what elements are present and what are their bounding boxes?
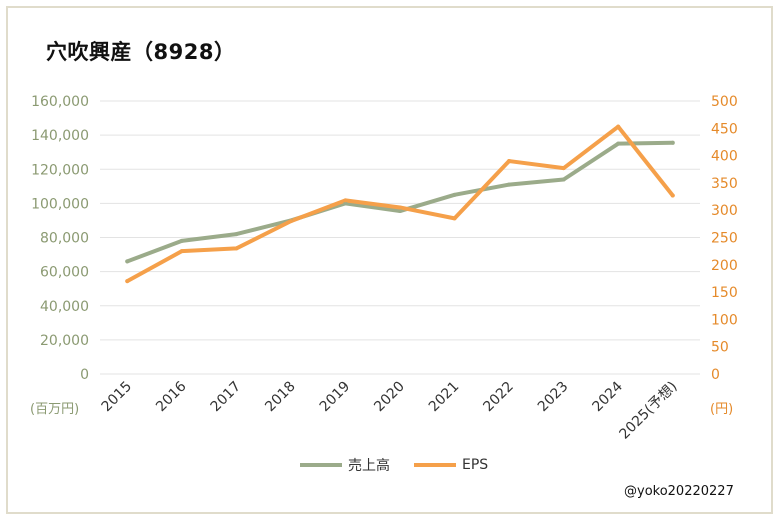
left-axis-tick-label: 160,000 xyxy=(31,94,89,110)
data-point-sales xyxy=(561,177,566,182)
legend: 売上高 EPS xyxy=(300,455,504,475)
x-axis-tick-label: 2022 xyxy=(480,379,517,416)
data-point-sales xyxy=(125,259,130,264)
x-axis-tick-label: 2020 xyxy=(371,379,408,416)
legend-swatch-sales xyxy=(300,463,342,467)
right-axis-tick-label: 400 xyxy=(711,149,738,165)
left-axis-tick-label: 100,000 xyxy=(31,196,89,212)
data-point-eps xyxy=(561,166,566,171)
right-axis-tick-label: 350 xyxy=(711,176,738,192)
right-axis-tick-label: 150 xyxy=(711,285,738,301)
data-point-sales xyxy=(670,140,675,145)
x-axis-tick-label: 2025(予想) xyxy=(617,379,681,443)
legend-swatch-eps xyxy=(414,463,456,467)
credit-text: @yoko20220227 xyxy=(624,484,734,499)
legend-item-sales: 売上高 xyxy=(300,455,390,475)
data-point-eps xyxy=(616,124,621,129)
left-axis-tick-label: 140,000 xyxy=(31,128,89,144)
series-line-eps xyxy=(125,124,675,284)
x-axis-tick-label: 2019 xyxy=(317,379,354,416)
left-axis-tick-label: 20,000 xyxy=(40,333,89,349)
x-axis-tick-label: 2024 xyxy=(589,378,626,415)
x-axis-tick-label: 2017 xyxy=(208,379,245,416)
data-point-sales xyxy=(452,192,457,197)
data-point-sales xyxy=(616,141,621,146)
data-point-eps xyxy=(179,249,184,254)
x-axis-tick-label: 2016 xyxy=(153,378,190,415)
right-axis-tick-label: 500 xyxy=(711,94,738,110)
x-axis-tick-label: 2021 xyxy=(426,379,463,416)
legend-item-eps: EPS xyxy=(414,457,488,473)
right-axis-tick-label: 450 xyxy=(711,121,738,137)
data-point-sales xyxy=(234,232,239,237)
left-axis-tick-label: 60,000 xyxy=(40,265,89,281)
data-point-eps xyxy=(507,159,512,164)
data-point-sales xyxy=(398,209,402,214)
legend-label-eps: EPS xyxy=(462,457,489,473)
right-axis-unit: (円) xyxy=(710,402,734,417)
data-point-eps xyxy=(125,279,130,284)
data-point-eps xyxy=(234,246,239,251)
legend-label-sales: 売上高 xyxy=(348,458,390,474)
right-axis-tick-label: 200 xyxy=(711,258,738,274)
left-axis-tick-label: 0 xyxy=(80,367,89,383)
series-line-sales xyxy=(125,140,675,264)
right-axis-tick-label: 0 xyxy=(711,367,720,383)
right-axis-tick-label: 250 xyxy=(711,231,738,247)
left-axis-tick-label: 80,000 xyxy=(40,231,89,247)
data-point-sales xyxy=(343,201,348,206)
data-point-eps xyxy=(452,216,457,221)
data-point-sales xyxy=(507,182,512,187)
x-axis-tick-label: 2018 xyxy=(262,379,299,416)
chart-title: 穴吹興産（8928） xyxy=(46,40,236,64)
data-point-eps xyxy=(670,193,675,198)
data-point-sales xyxy=(179,238,184,243)
data-point-eps xyxy=(343,198,348,203)
data-point-eps xyxy=(288,219,293,224)
right-axis-tick-label: 50 xyxy=(711,340,729,356)
right-axis-tick-label: 300 xyxy=(711,203,738,219)
right-axis-tick-label: 100 xyxy=(711,312,738,328)
x-axis-tick-label: 2023 xyxy=(535,379,572,416)
left-axis-unit: (百万円) xyxy=(30,402,80,417)
x-axis-tick-label: 2015 xyxy=(99,379,136,416)
left-axis-tick-label: 40,000 xyxy=(40,299,89,315)
left-axis-tick-label: 120,000 xyxy=(31,162,89,178)
data-point-eps xyxy=(398,205,402,210)
